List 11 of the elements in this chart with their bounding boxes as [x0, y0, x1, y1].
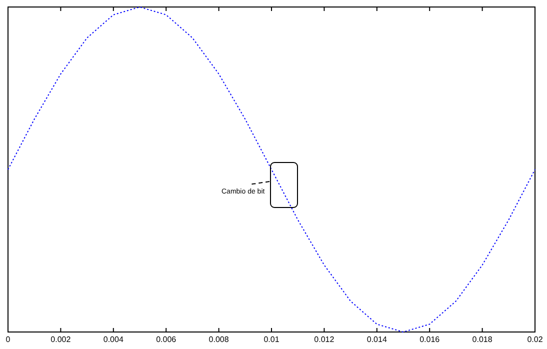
x-tick-label: 0.02: [527, 335, 544, 344]
x-tick-label: 0.002: [50, 335, 72, 344]
x-tick-label: 0.012: [314, 335, 335, 344]
x-tick-label: 0.008: [208, 335, 230, 344]
x-tick-label: 0.016: [420, 335, 440, 344]
x-tick-label: 0.014: [366, 335, 388, 344]
x-tick-label: 0.004: [103, 335, 124, 344]
x-tick-label: 0.01: [264, 335, 280, 344]
x-tick-label: 0.018: [472, 335, 493, 344]
x-tick-label: 0: [6, 335, 11, 344]
x-tick-label: 0.006: [156, 335, 177, 344]
